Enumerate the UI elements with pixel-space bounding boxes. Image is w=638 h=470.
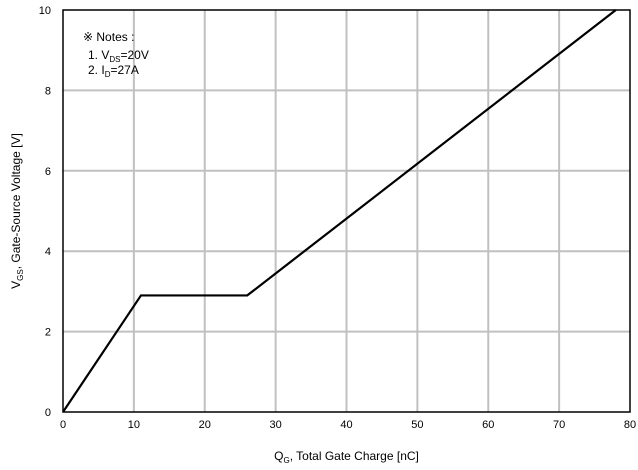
x-axis-title-sub: G: [283, 456, 289, 465]
note-item-id-sub: D: [105, 70, 111, 79]
notes-box: ※ Notes : 1. VDS=20V 2. ID=27A: [83, 30, 149, 79]
x-tick-label: 80: [624, 419, 636, 431]
x-tick-label: 30: [270, 419, 282, 431]
x-tick-label: 0: [60, 419, 66, 431]
note-item-id-prefix: 2. I: [88, 63, 105, 77]
x-axis-title: QG, Total Gate Charge [nC]: [274, 449, 419, 465]
y-axis-title: VGS, Gate-Source Voltage [V]: [9, 133, 25, 289]
y-tick-label: 8: [45, 85, 51, 97]
series-layer: [62, 9, 617, 413]
x-axis-title-main: Q: [274, 449, 283, 463]
x-axis-title-rest: , Total Gate Charge [nC]: [290, 449, 419, 463]
y-axis-title-sub: GS: [16, 269, 25, 281]
y-tick-labels: 0 2 4 6 8 10: [39, 5, 51, 419]
y-tick-label: 4: [45, 246, 51, 258]
x-tick-labels: 0 10 20 30 40 50 60 70 80: [60, 419, 636, 431]
notes-title: ※ Notes :: [83, 30, 134, 44]
y-tick-label: 2: [45, 327, 51, 339]
note-item-id-suffix: =27A: [110, 63, 138, 77]
y-tick-label: 0: [45, 407, 51, 419]
x-tick-label: 50: [411, 419, 423, 431]
x-tick-label: 20: [199, 419, 211, 431]
x-tick-label: 40: [340, 419, 352, 431]
x-tick-label: 10: [128, 419, 140, 431]
note-item-vds-sub: DS: [109, 55, 120, 64]
plot-frame: [62, 9, 631, 413]
grid-lines: [63, 10, 630, 412]
y-tick-label: 10: [39, 5, 51, 17]
note-item-vds-suffix: =20V: [120, 48, 148, 62]
note-item-id: 2. ID=27A: [88, 63, 139, 79]
y-axis-title-main: V: [9, 281, 23, 289]
series-line: [62, 9, 617, 413]
note-item-vds: 1. VDS=20V: [88, 48, 149, 64]
y-axis-title-rest: , Gate-Source Voltage [V]: [9, 133, 23, 269]
x-tick-label: 60: [482, 419, 494, 431]
x-tick-label: 70: [553, 419, 565, 431]
note-item-vds-prefix: 1. V: [88, 48, 109, 62]
y-tick-label: 6: [45, 166, 51, 178]
